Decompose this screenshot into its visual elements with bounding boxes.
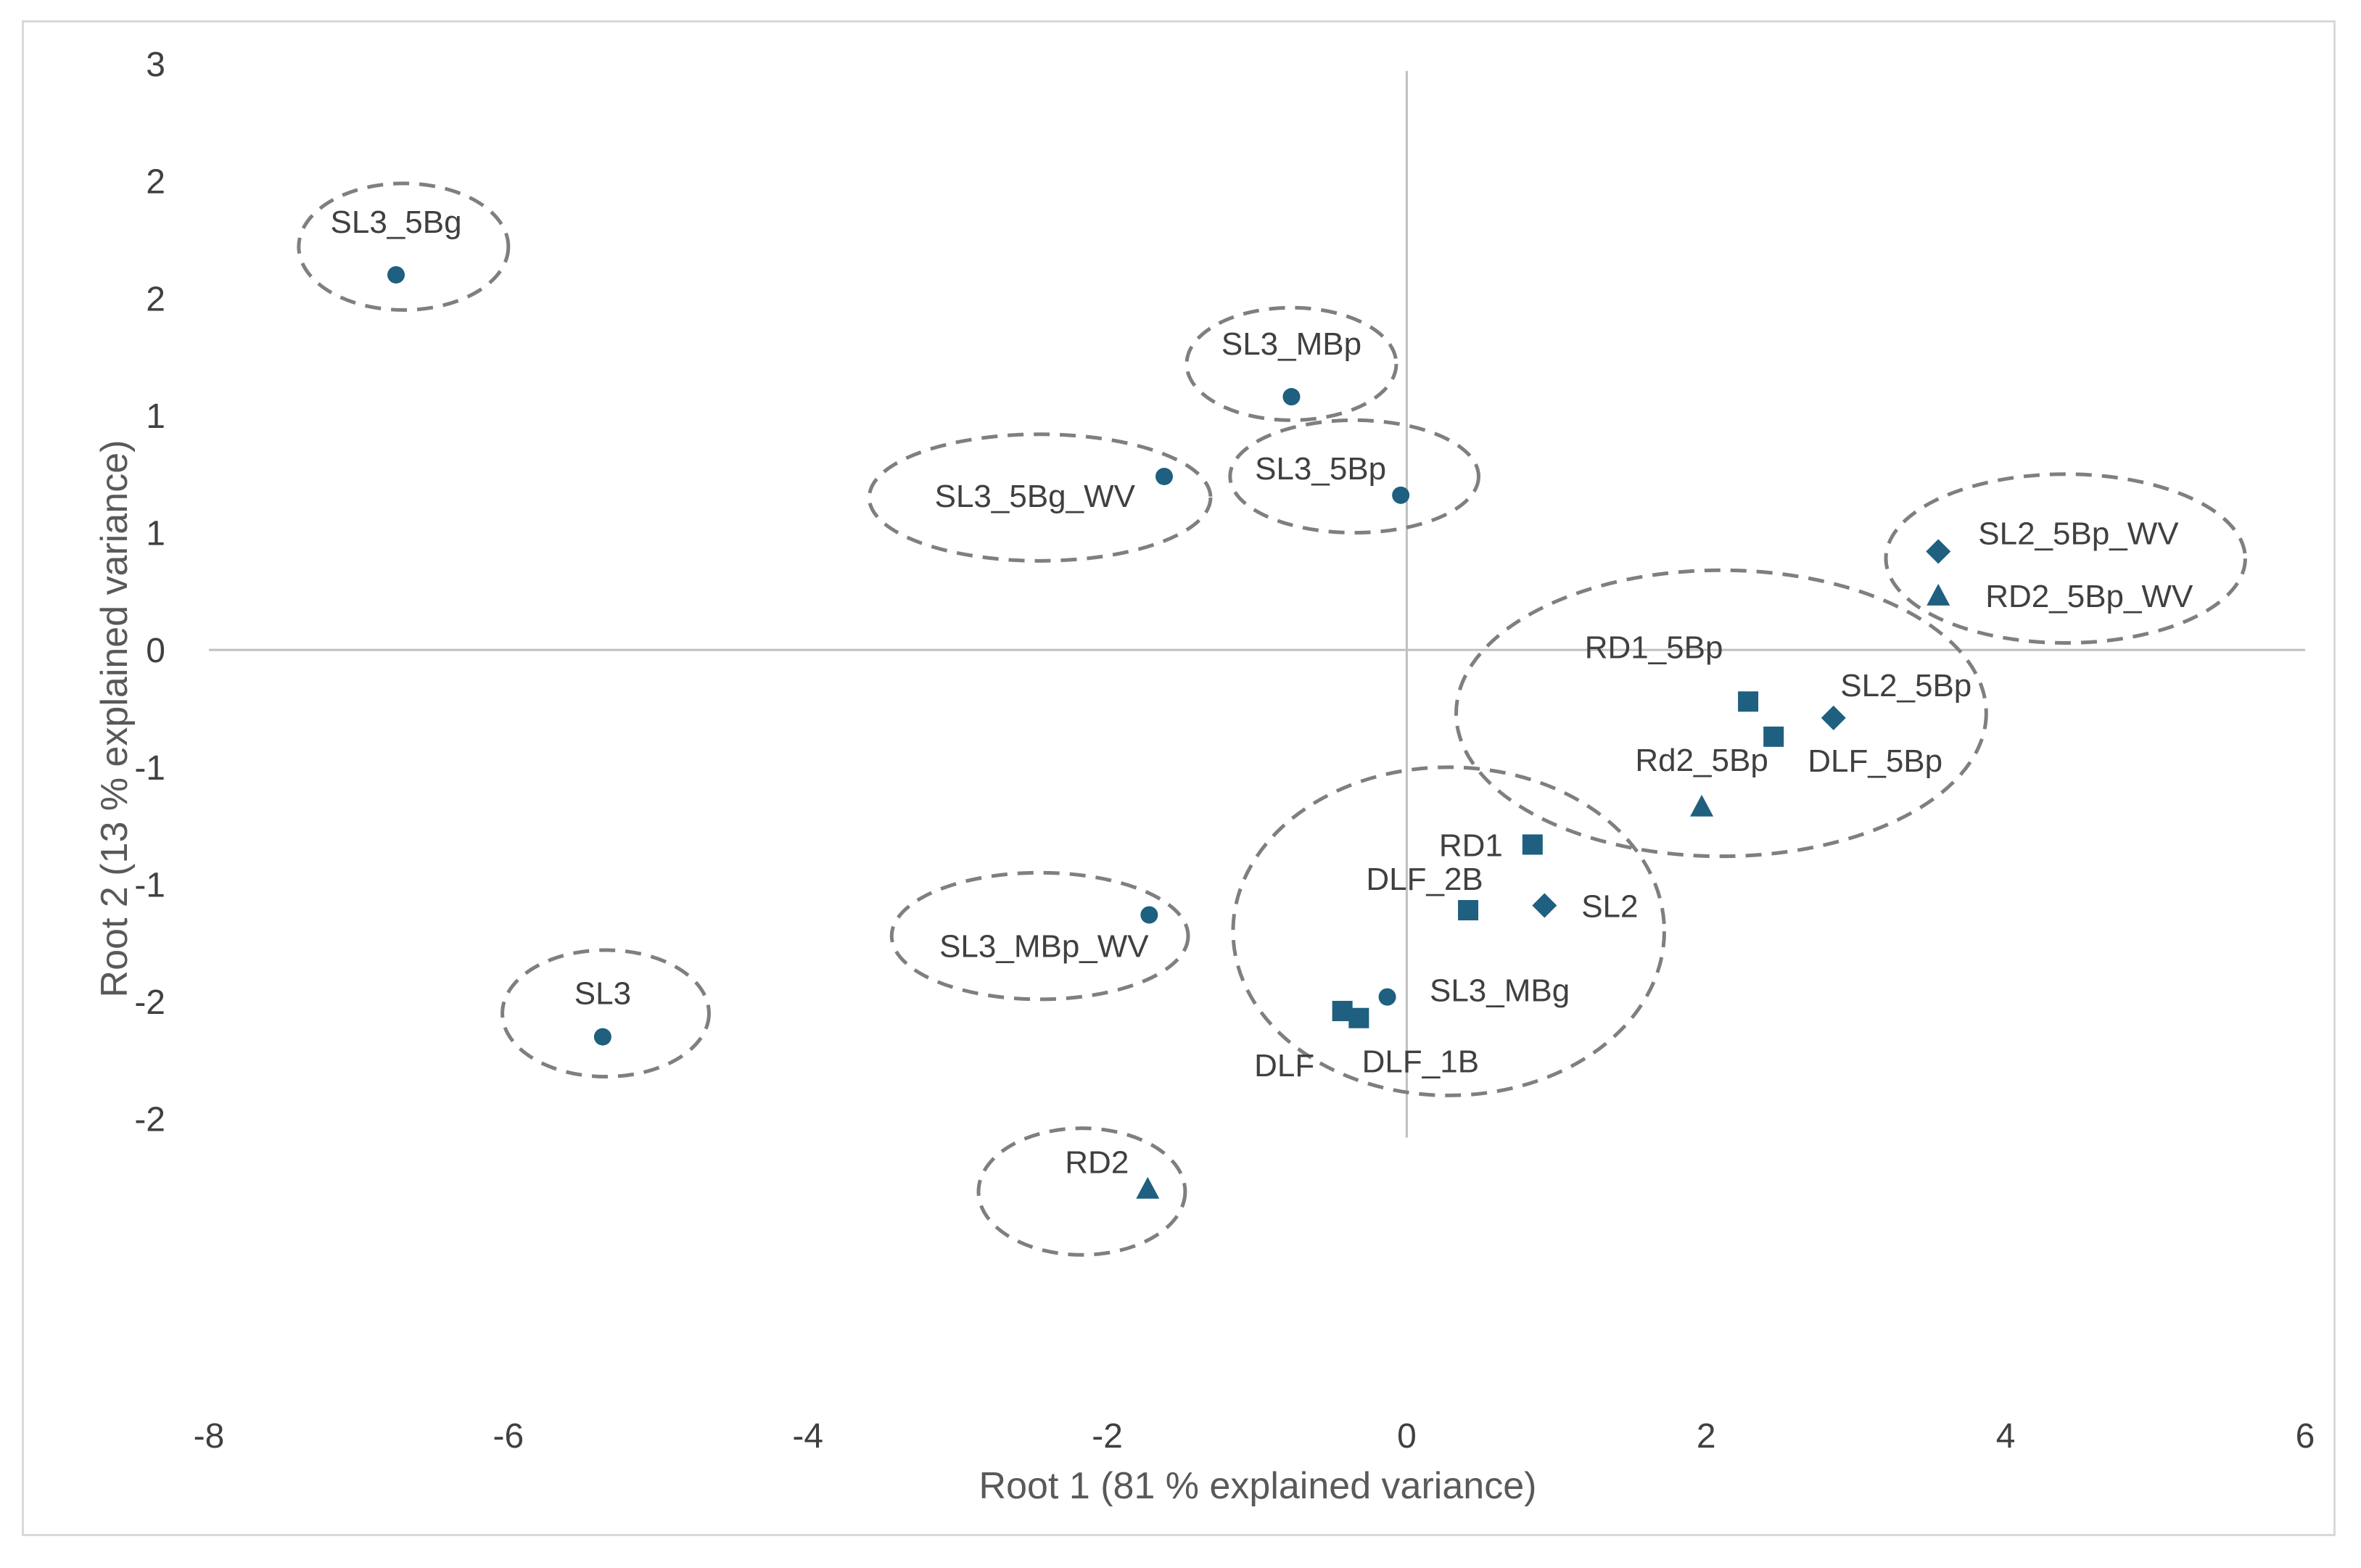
y-tick-label: 0 (146, 632, 165, 670)
label-rd1-5bp: RD1_5Bp (1585, 630, 1723, 665)
x-tick-label: 4 (1996, 1417, 2016, 1456)
x-tick-label: 6 (2296, 1417, 2315, 1456)
point-rd2-5bp-wv (1927, 583, 1950, 606)
x-tick-label: -4 (792, 1417, 823, 1456)
group-sl3-5bg-wv-ellipse (867, 432, 1213, 563)
label-dlf-1b: DLF_1B (1362, 1044, 1479, 1080)
point-sl3-5bg-wv (1155, 467, 1174, 485)
label-sl3-5bp: SL3_5Bp (1255, 451, 1386, 487)
axes (209, 70, 2305, 1138)
y-tick-label: -1 (134, 749, 165, 788)
label-sl3-mbp: SL3_MBp (1221, 326, 1361, 362)
point-labels: SL3_5Bg SL3_MBp SL3_5Bg_WV SL3_5Bp SL2_5Bp_W… (331, 205, 2194, 1181)
group-ellipses (297, 181, 2247, 1257)
y-tick-label: 3 (146, 46, 165, 84)
point-sl2 (1532, 893, 1557, 918)
label-sl3-mbg: SL3_MBg (1430, 973, 1570, 1009)
point-sl3-mbg (1378, 988, 1396, 1006)
group-center-ellipse (1231, 765, 1666, 1097)
point-rd2 (1136, 1176, 1160, 1199)
label-sl3: SL3 (574, 976, 631, 1012)
group-5bp-ellipse (1454, 568, 1988, 859)
label-dlf: DLF (1254, 1048, 1314, 1084)
point-sl2-5bp (1821, 705, 1846, 730)
point-rd2-5bp (1690, 794, 1714, 817)
point-sl2-5bp-wv (1926, 539, 1951, 564)
point-sl3-mbp-wv (1140, 906, 1158, 924)
group-sl3-ellipse (500, 948, 711, 1079)
group-sl3-5bp-ellipse (1228, 418, 1481, 535)
label-sl3-5bg: SL3_5Bg (331, 205, 462, 240)
label-rd2-5bp-wv: RD2_5Bp_WV (1985, 579, 2193, 614)
y-tick-label: -2 (134, 983, 165, 1022)
x-tick-label: -8 (194, 1417, 225, 1456)
x-tick-label: 2 (1697, 1417, 1716, 1456)
chart-area: SL3_5Bg SL3_MBp SL3_5Bg_WV SL3_5Bp SL2_5Bp_W… (22, 20, 2336, 1536)
x-tick-label: -6 (493, 1417, 524, 1456)
data-points (387, 265, 1951, 1199)
scatter-plot: SL3_5Bg SL3_MBp SL3_5Bg_WV SL3_5Bp SL2_5Bp_W… (94, 46, 2315, 1507)
label-dlf-5bp: DLF_5Bp (1808, 743, 1942, 779)
y-tick-label: 1 (146, 515, 165, 553)
label-sl2-5bp: SL2_5Bp (1840, 668, 1971, 703)
x-tick-label: -2 (1092, 1417, 1123, 1456)
label-rd1: RD1 (1439, 828, 1503, 863)
point-rd1 (1522, 834, 1543, 855)
y-axis-title: Root 2 (13 % explained variance) (94, 440, 136, 998)
label-sl2: SL2 (1581, 889, 1638, 925)
y-tick-label: -1 (134, 866, 165, 904)
x-axis-ticks: -8 -6 -4 -2 0 2 4 6 (194, 1417, 2315, 1456)
group-sl3-5bg-ellipse (297, 181, 511, 312)
y-tick-label: 1 (146, 397, 165, 436)
point-sl3-mbp (1282, 388, 1301, 406)
point-rd1-5bp (1738, 691, 1759, 712)
group-wv-ellipse (1884, 472, 2247, 645)
y-tick-label: 2 (146, 280, 165, 318)
label-dlf-2b: DLF_2B (1366, 862, 1483, 897)
point-sl3-5bg (387, 265, 405, 284)
group-sl3-mbp-wv-ellipse (889, 870, 1190, 1002)
x-tick-label: 0 (1397, 1417, 1417, 1456)
label-sl2-5bp-wv: SL2_5Bp_WV (1978, 516, 2179, 551)
point-sl3 (593, 1028, 611, 1046)
label-sl3-mbp-wv: SL3_MBp_WV (939, 928, 1149, 964)
label-rd2-5bp: Rd2_5Bp (1635, 743, 1768, 778)
point-dlf-2b (1458, 900, 1479, 921)
y-tick-label: 2 (146, 163, 165, 202)
x-axis-title: Root 1 (81 % explained variance) (979, 1465, 1537, 1507)
point-dlf-5bp (1763, 726, 1784, 747)
point-sl3-5bp (1392, 486, 1410, 504)
label-sl3-5bg-wv: SL3_5Bg_WV (935, 479, 1136, 514)
label-rd2: RD2 (1065, 1145, 1129, 1181)
point-dlf-1b (1348, 1007, 1369, 1028)
y-axis-ticks: 3 2 2 1 1 0 -1 -1 -2 -2 (134, 46, 165, 1139)
y-tick-label: -2 (134, 1101, 165, 1139)
group-rd2-ellipse (976, 1126, 1187, 1257)
